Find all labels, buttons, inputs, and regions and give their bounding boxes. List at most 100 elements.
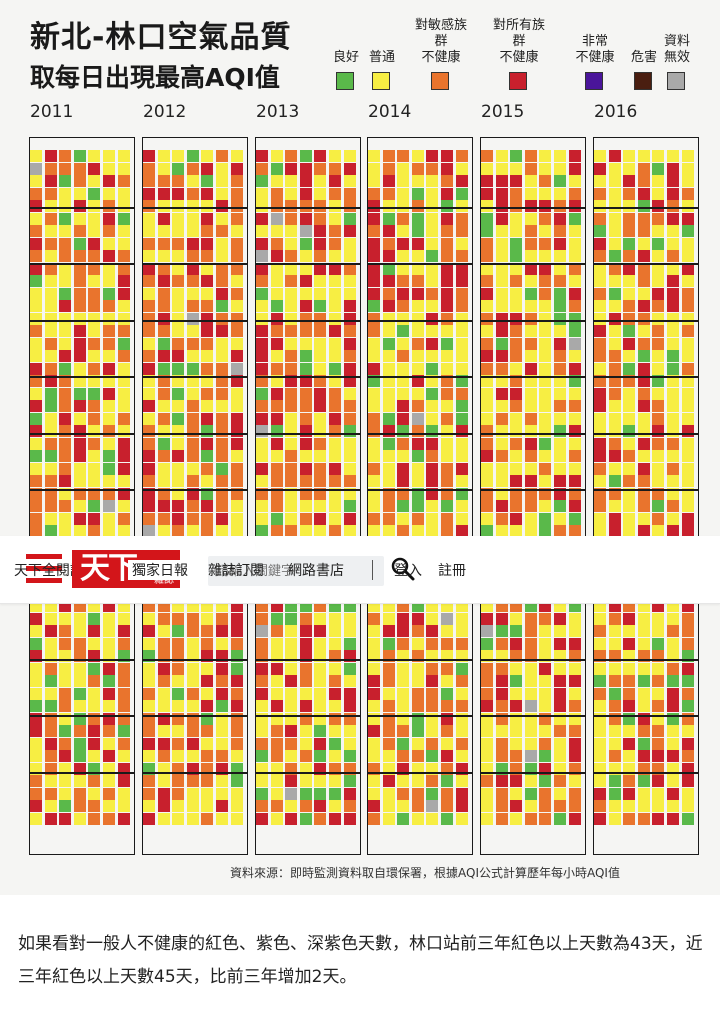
day-cell (201, 425, 214, 437)
day-cell (481, 175, 493, 187)
day-cell (285, 725, 298, 737)
day-cell (426, 775, 439, 787)
day-cell (441, 250, 453, 262)
day-cell (329, 312, 341, 325)
legend-swatch (585, 72, 603, 90)
day-cell (285, 675, 298, 687)
day-cell (608, 250, 621, 262)
day-cell (594, 450, 606, 462)
day-cell (172, 625, 185, 637)
day-cell (411, 412, 424, 425)
register-link[interactable]: 註冊 (438, 563, 466, 579)
day-cell (343, 400, 356, 412)
day-cell (117, 400, 130, 412)
day-cell (44, 612, 57, 625)
day-cell (368, 637, 380, 650)
day-cell (524, 450, 537, 462)
day-cell (299, 150, 312, 162)
nav-link-full-reading[interactable]: 天下全閱讀 (14, 563, 84, 579)
day-cell (594, 175, 606, 187)
day-cell (157, 400, 170, 412)
day-cell (329, 737, 341, 750)
nav-link-daily[interactable]: 獨家日報 (128, 560, 192, 580)
day-cell (495, 662, 508, 675)
day-cell (481, 512, 493, 525)
day-cell (88, 212, 101, 225)
day-cell (554, 787, 566, 800)
day-cell (30, 750, 42, 762)
day-cell (652, 412, 665, 425)
day-cell (270, 662, 283, 675)
day-cell (637, 375, 650, 387)
day-cell (681, 262, 694, 275)
day-cell (73, 350, 86, 362)
day-cell (495, 462, 508, 475)
day-cell (343, 612, 356, 625)
day-cell (539, 375, 552, 387)
day-cell (143, 400, 155, 412)
day-cell (343, 337, 356, 350)
day-cell (230, 812, 243, 825)
month-divider (256, 319, 360, 322)
search-input[interactable] (208, 556, 384, 586)
nav-link-subscribe[interactable]: 雜誌訂閱 (208, 563, 264, 579)
day-cell (667, 250, 679, 262)
day-cell (186, 775, 199, 787)
day-cell (524, 525, 537, 537)
day-cell (441, 300, 453, 312)
day-cell (510, 675, 523, 687)
day-cell (568, 375, 581, 387)
day-cell (201, 450, 214, 462)
day-cell (157, 337, 170, 350)
day-cell (426, 262, 439, 275)
day-cell (73, 400, 86, 412)
day-cell (594, 812, 606, 825)
day-cell (103, 375, 115, 387)
day-cell (411, 400, 424, 412)
day-cell (524, 437, 537, 450)
day-cell (230, 412, 243, 425)
day-cell (88, 625, 101, 637)
day-cell (256, 775, 268, 787)
nav-link-bookstore[interactable]: 網路書店 (288, 563, 344, 579)
day-cell (608, 737, 621, 750)
day-cell (59, 525, 72, 537)
day-cell (426, 300, 439, 312)
day-cell (143, 312, 155, 325)
day-cell (117, 675, 130, 687)
day-cell (270, 262, 283, 275)
day-cell (481, 637, 493, 650)
day-cell (368, 425, 380, 437)
day-cell (314, 437, 327, 450)
day-cell (382, 187, 395, 200)
day-cell (554, 775, 566, 787)
day-cell (441, 725, 453, 737)
day-cell (426, 275, 439, 287)
day-cell (230, 662, 243, 675)
day-cell (30, 362, 42, 375)
day-cell (343, 675, 356, 687)
day-cell (143, 687, 155, 700)
day-cell (30, 737, 42, 750)
search-icon[interactable] (390, 556, 416, 582)
day-cell (216, 437, 228, 450)
day-cell (88, 437, 101, 450)
day-cell (103, 512, 115, 525)
day-cell (637, 662, 650, 675)
day-cell (411, 700, 424, 712)
day-cell (637, 275, 650, 287)
day-cell (172, 787, 185, 800)
day-cell (103, 450, 115, 462)
day-cell (397, 425, 410, 437)
day-cell (667, 387, 679, 400)
day-cell (608, 225, 621, 237)
menu-icon[interactable] (26, 554, 62, 584)
day-cell (554, 625, 566, 637)
day-cell (30, 437, 42, 450)
day-cell (73, 175, 86, 187)
day-cell (495, 812, 508, 825)
day-cell (368, 162, 380, 175)
day-cell (524, 687, 537, 700)
login-link[interactable]: 登入 (394, 563, 422, 579)
day-cell (299, 400, 312, 412)
